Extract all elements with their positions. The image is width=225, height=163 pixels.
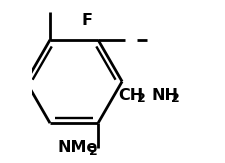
Text: NMe: NMe (57, 141, 98, 156)
Text: NH: NH (152, 88, 179, 103)
Text: 2: 2 (171, 92, 179, 105)
Text: 2: 2 (137, 92, 146, 105)
Text: 2: 2 (89, 145, 98, 158)
Text: F: F (81, 13, 92, 28)
Text: CH: CH (118, 88, 143, 103)
